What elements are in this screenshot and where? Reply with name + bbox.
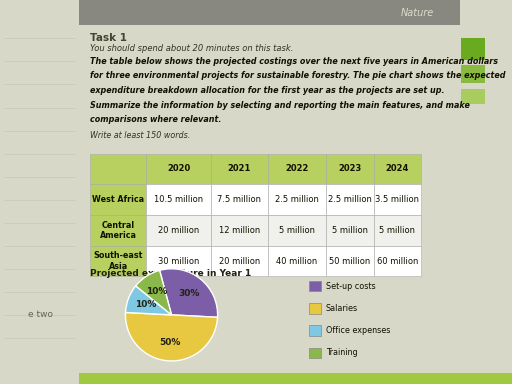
Text: 2024: 2024 (386, 164, 409, 174)
Text: 2.5 million: 2.5 million (328, 195, 372, 204)
Text: 5 million: 5 million (379, 226, 415, 235)
Text: 5 million: 5 million (332, 226, 368, 235)
Text: Set-up costs: Set-up costs (326, 281, 376, 291)
FancyBboxPatch shape (211, 184, 268, 215)
FancyBboxPatch shape (374, 246, 421, 276)
Text: South-east
Asia: South-east Asia (94, 252, 143, 271)
Text: You should spend about 20 minutes on this task.: You should spend about 20 minutes on thi… (90, 44, 293, 53)
FancyBboxPatch shape (146, 246, 211, 276)
Text: 10%: 10% (146, 287, 167, 296)
Text: Salaries: Salaries (326, 304, 358, 313)
FancyBboxPatch shape (268, 184, 326, 215)
FancyBboxPatch shape (309, 281, 321, 291)
FancyBboxPatch shape (326, 184, 374, 215)
Text: The table below shows the projected costings over the next five years in America: The table below shows the projected cost… (90, 57, 498, 66)
Text: 30%: 30% (178, 289, 200, 298)
FancyBboxPatch shape (79, 0, 460, 25)
FancyBboxPatch shape (461, 65, 485, 83)
Text: Training: Training (326, 348, 357, 358)
FancyBboxPatch shape (146, 184, 211, 215)
FancyBboxPatch shape (326, 246, 374, 276)
Text: Projected expenditure in Year 1: Projected expenditure in Year 1 (90, 270, 251, 278)
FancyBboxPatch shape (146, 215, 211, 246)
Text: West Africa: West Africa (92, 195, 144, 204)
FancyBboxPatch shape (90, 246, 146, 276)
FancyBboxPatch shape (90, 184, 146, 215)
Text: 5 million: 5 million (279, 226, 315, 235)
FancyBboxPatch shape (268, 215, 326, 246)
FancyBboxPatch shape (309, 325, 321, 336)
Text: 2023: 2023 (338, 164, 361, 174)
FancyBboxPatch shape (461, 38, 485, 60)
Text: Central
America: Central America (100, 221, 137, 240)
Text: 60 million: 60 million (377, 257, 418, 266)
FancyBboxPatch shape (374, 154, 421, 184)
FancyBboxPatch shape (268, 246, 326, 276)
Text: 20 million: 20 million (158, 226, 200, 235)
FancyBboxPatch shape (326, 154, 374, 184)
FancyBboxPatch shape (461, 89, 485, 104)
Text: 3.5 million: 3.5 million (375, 195, 419, 204)
Text: Summarize the information by selecting and reporting the main features, and make: Summarize the information by selecting a… (90, 101, 470, 109)
FancyBboxPatch shape (90, 215, 146, 246)
Text: expenditure breakdown allocation for the first year as the projects are set up.: expenditure breakdown allocation for the… (90, 86, 445, 95)
Text: 7.5 million: 7.5 million (218, 195, 262, 204)
Text: 50%: 50% (159, 338, 181, 347)
Wedge shape (125, 286, 172, 315)
Text: Nature: Nature (401, 8, 434, 18)
Text: Write at least 150 words.: Write at least 150 words. (90, 131, 190, 140)
FancyBboxPatch shape (79, 373, 512, 384)
Text: Office expenses: Office expenses (326, 326, 390, 335)
FancyBboxPatch shape (211, 246, 268, 276)
Text: 10.5 million: 10.5 million (154, 195, 203, 204)
FancyBboxPatch shape (374, 215, 421, 246)
Text: e two: e two (28, 310, 53, 319)
FancyBboxPatch shape (309, 303, 321, 314)
FancyBboxPatch shape (90, 154, 146, 184)
FancyBboxPatch shape (211, 215, 268, 246)
Wedge shape (136, 270, 172, 315)
FancyBboxPatch shape (146, 154, 211, 184)
Text: 10%: 10% (135, 300, 156, 310)
FancyBboxPatch shape (326, 215, 374, 246)
FancyBboxPatch shape (309, 348, 321, 358)
Text: Task 1: Task 1 (90, 33, 127, 43)
Text: comparisons where relevant.: comparisons where relevant. (90, 115, 222, 124)
FancyBboxPatch shape (268, 154, 326, 184)
Text: 2021: 2021 (228, 164, 251, 174)
Text: 30 million: 30 million (158, 257, 200, 266)
FancyBboxPatch shape (211, 154, 268, 184)
Wedge shape (160, 269, 218, 317)
Text: 40 million: 40 million (276, 257, 317, 266)
Wedge shape (125, 313, 218, 361)
Text: 12 million: 12 million (219, 226, 260, 235)
Text: 2022: 2022 (285, 164, 308, 174)
Text: 50 million: 50 million (329, 257, 370, 266)
FancyBboxPatch shape (374, 184, 421, 215)
Text: 2020: 2020 (167, 164, 190, 174)
Text: for three environmental projects for sustainable forestry. The pie chart shows t: for three environmental projects for sus… (90, 71, 506, 80)
Text: 20 million: 20 million (219, 257, 260, 266)
Text: 2.5 million: 2.5 million (275, 195, 318, 204)
